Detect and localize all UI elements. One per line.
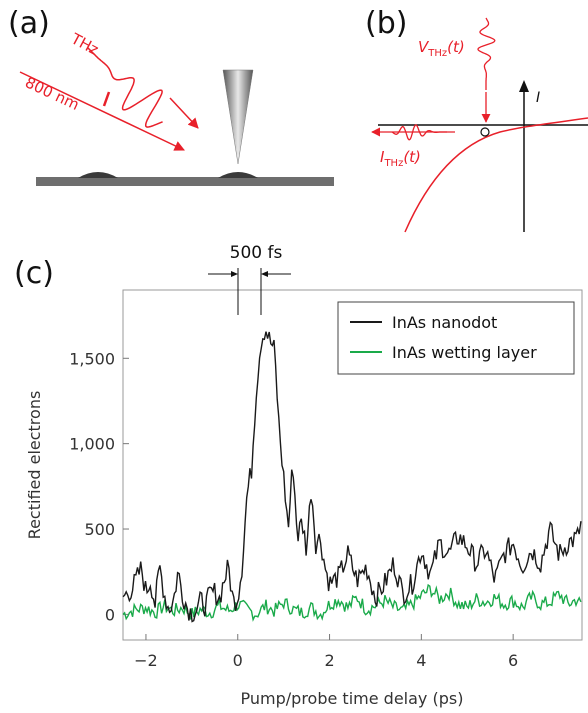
y-tick-label: 1,500 <box>69 349 115 368</box>
panel-a-label: (a) <box>8 6 50 41</box>
panel-c-label: (c) <box>14 256 54 291</box>
nanodot-left <box>78 172 118 178</box>
legend-label-wetting: InAs wetting layer <box>392 343 537 362</box>
thz-arrow <box>169 97 199 129</box>
x-tick-label: 0 <box>233 651 243 670</box>
x-tick-label: 6 <box>508 651 518 670</box>
scale-bar: 500 fs <box>208 243 291 315</box>
operating-point <box>480 127 490 137</box>
panel-b-label: (b) <box>365 6 408 41</box>
scale-bar-right-arrowhead <box>261 271 268 277</box>
thz-label: THz <box>67 29 101 59</box>
x-axis-label: Pump/probe time delay (ps) <box>241 689 464 708</box>
y-axis-label: Rectified electrons <box>25 391 44 540</box>
x-tick-label: −2 <box>134 651 158 670</box>
iv-curve <box>404 117 588 233</box>
panel-c-chart: −2 0 2 4 6 0 500 1,000 1,500 500 fs InAs nanodot… <box>25 243 583 708</box>
plot-frame <box>122 289 583 641</box>
panel-b: I VTHz(t) ITHz(t) <box>371 17 588 233</box>
legend-label-nanodot: InAs nanodot <box>392 313 497 332</box>
y-tick-label: 0 <box>105 605 115 624</box>
v-thz-sub: THz <box>427 48 447 59</box>
scale-bar-label: 500 fs <box>230 243 283 263</box>
scale-bar-left-arrowhead <box>231 271 238 277</box>
series-line-wetting-layer <box>122 583 582 622</box>
axis-ticks: −2 0 2 4 6 0 500 1,000 1,500 <box>69 349 518 670</box>
thz-pulse <box>87 47 163 128</box>
i-thz-arg: (t) <box>403 148 421 166</box>
x-tick-label: 4 <box>416 651 426 670</box>
panel-a: THz 800 nm <box>19 29 334 186</box>
iv-axis-label: I <box>536 90 540 106</box>
v-thz-arg: (t) <box>447 38 465 56</box>
y-tick-label: 1,000 <box>69 435 115 454</box>
i-thz-sub: THz <box>383 158 403 169</box>
legend: InAs nanodot InAs wetting layer <box>337 301 575 375</box>
nanodot-right <box>218 172 258 178</box>
laser-mark <box>102 91 111 107</box>
i-thz-label: ITHz(t) <box>380 148 421 169</box>
series-line-nanodot <box>122 331 582 623</box>
v-thz-label: VTHz(t) <box>418 38 465 59</box>
iv-y-arrow <box>519 80 529 92</box>
stm-tip <box>222 69 254 165</box>
substrate <box>36 177 334 186</box>
x-tick-label: 2 <box>324 651 334 670</box>
v-thz-pulse <box>477 17 496 90</box>
laser-beam <box>19 71 185 151</box>
series-layer <box>122 331 582 623</box>
y-tick-label: 500 <box>84 520 115 539</box>
legend-box <box>337 301 575 375</box>
laser-label: 800 nm <box>22 73 82 114</box>
